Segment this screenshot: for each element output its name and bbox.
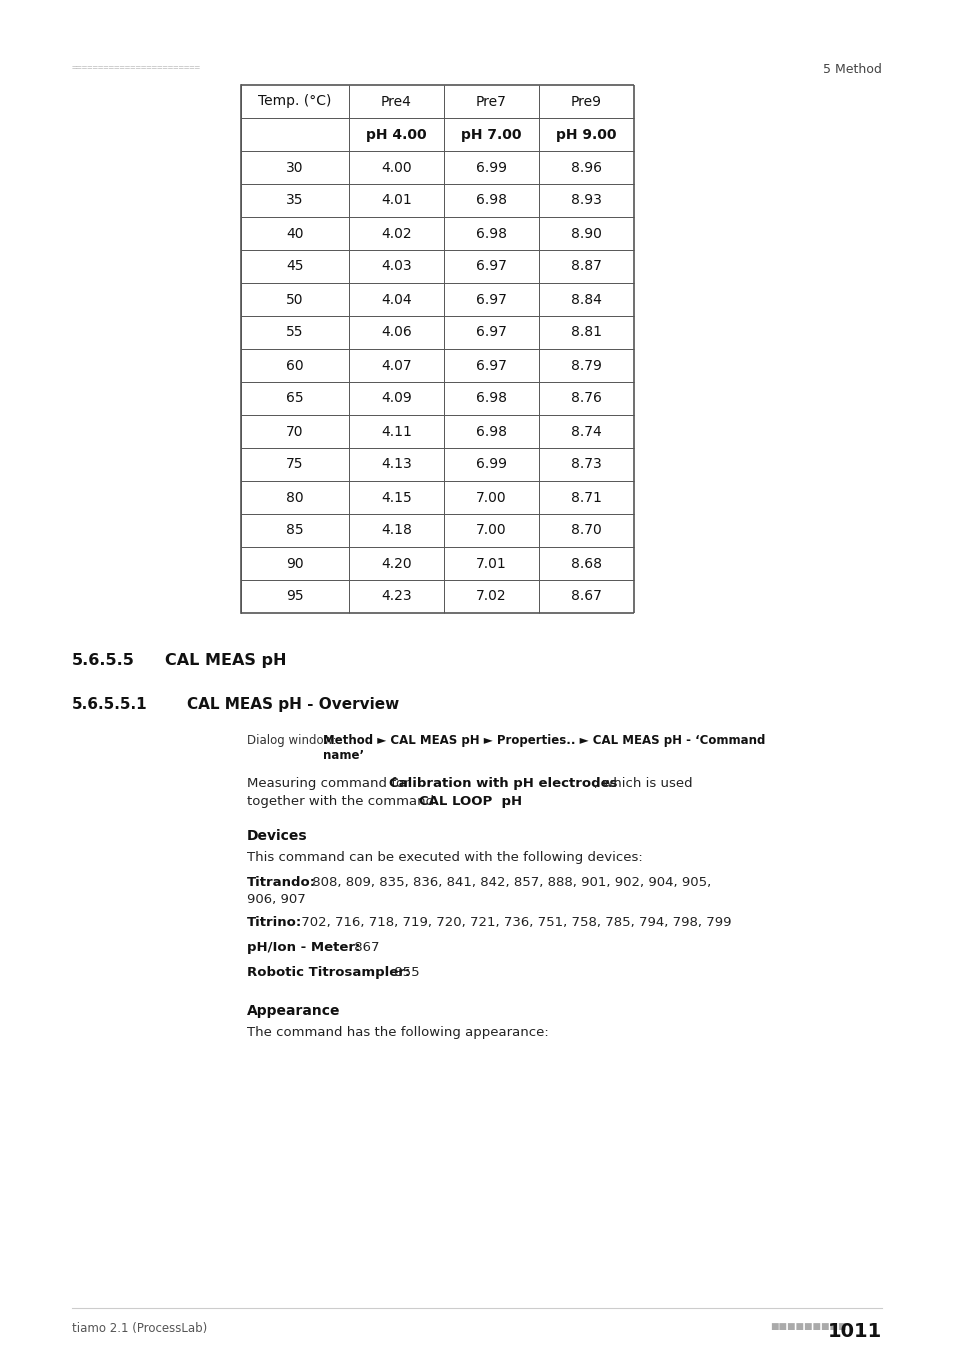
Text: 4.06: 4.06 [381, 325, 412, 339]
Text: The command has the following appearance:: The command has the following appearance… [247, 1026, 548, 1040]
Text: 6.97: 6.97 [476, 259, 506, 274]
Text: 80: 80 [286, 490, 303, 505]
Text: 1011: 1011 [827, 1322, 882, 1341]
Text: ■■■■■■■■■: ■■■■■■■■■ [769, 1322, 845, 1331]
Text: pH 4.00: pH 4.00 [366, 127, 426, 142]
Text: 8.67: 8.67 [571, 590, 601, 603]
Text: 855: 855 [390, 967, 419, 979]
Text: 4.23: 4.23 [381, 590, 412, 603]
Text: 7.01: 7.01 [476, 556, 506, 571]
Text: 8.93: 8.93 [571, 193, 601, 208]
Text: 8.79: 8.79 [571, 359, 601, 373]
Text: ========================: ======================== [71, 63, 201, 72]
Text: 4.13: 4.13 [381, 458, 412, 471]
Text: 6.97: 6.97 [476, 293, 506, 306]
Text: Titrando:: Titrando: [247, 876, 315, 890]
Text: 4.07: 4.07 [381, 359, 412, 373]
Text: tiamo 2.1 (ProcessLab): tiamo 2.1 (ProcessLab) [71, 1322, 207, 1335]
Text: 4.03: 4.03 [381, 259, 412, 274]
Text: 867: 867 [350, 941, 379, 954]
Text: 906, 907: 906, 907 [247, 892, 305, 906]
Text: 35: 35 [286, 193, 303, 208]
Text: 8.68: 8.68 [571, 556, 601, 571]
Text: 65: 65 [286, 392, 303, 405]
Text: Pre7: Pre7 [476, 95, 506, 108]
Text: Dialog window:: Dialog window: [247, 734, 340, 747]
Text: 8.71: 8.71 [571, 490, 601, 505]
Text: 8.87: 8.87 [571, 259, 601, 274]
Text: 8.70: 8.70 [571, 524, 601, 537]
Text: 5 Method: 5 Method [822, 63, 882, 76]
Text: together with the command: together with the command [247, 795, 438, 809]
Text: 75: 75 [286, 458, 303, 471]
Text: 95: 95 [286, 590, 303, 603]
Text: 4.09: 4.09 [381, 392, 412, 405]
Text: 6.97: 6.97 [476, 325, 506, 339]
Text: 7.00: 7.00 [476, 524, 506, 537]
Text: 4.20: 4.20 [381, 556, 412, 571]
Text: Method ► CAL MEAS pH ► Properties.. ► CAL MEAS pH - ‘Command: Method ► CAL MEAS pH ► Properties.. ► CA… [323, 734, 764, 747]
Text: pH 7.00: pH 7.00 [460, 127, 521, 142]
Text: Robotic Titrosampler:: Robotic Titrosampler: [247, 967, 410, 979]
Text: 4.04: 4.04 [381, 293, 412, 306]
Text: 8.76: 8.76 [571, 392, 601, 405]
Text: 6.98: 6.98 [476, 227, 506, 240]
Text: 6.99: 6.99 [476, 161, 506, 174]
Text: 4.02: 4.02 [381, 227, 412, 240]
Text: CAL LOOP  pH: CAL LOOP pH [418, 795, 521, 809]
Bar [241, 85, 634, 613]
Text: Titrino:: Titrino: [247, 917, 302, 929]
Text: 4.18: 4.18 [380, 524, 412, 537]
Text: Devices: Devices [247, 829, 307, 842]
Text: Pre9: Pre9 [571, 95, 601, 108]
Text: 45: 45 [286, 259, 303, 274]
Text: 4.15: 4.15 [381, 490, 412, 505]
Text: 4.01: 4.01 [381, 193, 412, 208]
Text: 55: 55 [286, 325, 303, 339]
Text: 90: 90 [286, 556, 303, 571]
Text: , which is used: , which is used [594, 778, 692, 790]
Text: 50: 50 [286, 293, 303, 306]
Text: 5.6.5.5.1: 5.6.5.5.1 [71, 697, 148, 711]
Text: This command can be executed with the following devices:: This command can be executed with the fo… [247, 850, 642, 864]
Text: 60: 60 [286, 359, 303, 373]
Text: pH/Ion - Meter:: pH/Ion - Meter: [247, 941, 360, 954]
Text: 8.84: 8.84 [571, 293, 601, 306]
Text: Measuring command for: Measuring command for [247, 778, 414, 790]
Text: 8.73: 8.73 [571, 458, 601, 471]
Text: 8.81: 8.81 [571, 325, 601, 339]
Text: 70: 70 [286, 424, 303, 439]
Text: 808, 809, 835, 836, 841, 842, 857, 888, 901, 902, 904, 905,: 808, 809, 835, 836, 841, 842, 857, 888, … [308, 876, 711, 890]
Text: 8.90: 8.90 [571, 227, 601, 240]
Text: CAL MEAS pH: CAL MEAS pH [165, 653, 286, 668]
Text: Temp. (°C): Temp. (°C) [258, 95, 332, 108]
Text: 7.00: 7.00 [476, 490, 506, 505]
Text: 30: 30 [286, 161, 303, 174]
Text: 8.96: 8.96 [571, 161, 601, 174]
Text: name’: name’ [323, 749, 364, 761]
Text: 6.98: 6.98 [476, 424, 506, 439]
Text: .: . [506, 795, 511, 809]
Text: 4.00: 4.00 [381, 161, 412, 174]
Text: Pre4: Pre4 [380, 95, 412, 108]
Text: 6.97: 6.97 [476, 359, 506, 373]
Text: 4.11: 4.11 [380, 424, 412, 439]
Text: pH 9.00: pH 9.00 [556, 127, 616, 142]
Text: Appearance: Appearance [247, 1004, 340, 1018]
Text: 7.02: 7.02 [476, 590, 506, 603]
Text: CAL MEAS pH - Overview: CAL MEAS pH - Overview [187, 697, 399, 711]
Text: 8.74: 8.74 [571, 424, 601, 439]
Text: 6.98: 6.98 [476, 392, 506, 405]
Text: 702, 716, 718, 719, 720, 721, 736, 751, 758, 785, 794, 798, 799: 702, 716, 718, 719, 720, 721, 736, 751, … [296, 917, 731, 929]
Text: 6.99: 6.99 [476, 458, 506, 471]
Text: 6.98: 6.98 [476, 193, 506, 208]
Text: Calibration with pH electrodes: Calibration with pH electrodes [389, 778, 617, 790]
Text: 85: 85 [286, 524, 303, 537]
Text: 5.6.5.5: 5.6.5.5 [71, 653, 134, 668]
Text: 40: 40 [286, 227, 303, 240]
